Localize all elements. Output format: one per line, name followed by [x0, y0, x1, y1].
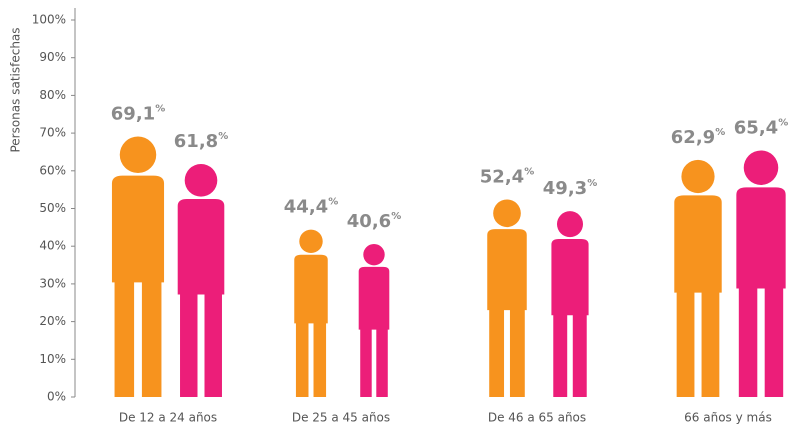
y-tick-label: 80%: [39, 88, 66, 102]
y-tick-label: 30%: [39, 276, 66, 290]
x-tick-label: 66 años y más: [684, 411, 772, 425]
x-tick-label: De 46 a 65 años: [488, 411, 586, 425]
y-tick-label: 50%: [39, 201, 66, 215]
x-tick-label: De 12 a 24 años: [119, 411, 217, 425]
value-label: 62,9%: [671, 127, 725, 148]
y-tick-label: 100%: [32, 13, 66, 27]
y-tick-label: 0%: [47, 390, 66, 404]
person-figure: [487, 199, 527, 397]
person-figure: [294, 229, 328, 397]
value-label: 69,1%: [111, 103, 165, 124]
value-label: 49,3%: [543, 178, 597, 199]
y-tick-label: 40%: [39, 239, 66, 253]
person-figure: [551, 211, 589, 397]
person-figure: [736, 150, 786, 397]
value-label: 61,8%: [174, 131, 228, 152]
x-tick-label: De 25 a 45 años: [292, 411, 390, 425]
person-figure: [111, 136, 165, 398]
person-figure: [358, 243, 390, 397]
y-tick-label: 90%: [39, 50, 66, 64]
y-tick-label: 70%: [39, 126, 66, 140]
value-label: 52,4%: [480, 166, 534, 187]
value-label: 44,4%: [284, 197, 338, 218]
y-tick-label: 60%: [39, 163, 66, 177]
person-figure: [177, 164, 225, 397]
value-label: 65,4%: [734, 117, 788, 138]
y-tick-label: 20%: [39, 314, 66, 328]
value-label: 40,6%: [347, 211, 401, 232]
person-figure: [674, 159, 722, 397]
y-tick-label: 10%: [39, 352, 66, 366]
y-axis-label: Personas satisfechas: [9, 27, 23, 152]
